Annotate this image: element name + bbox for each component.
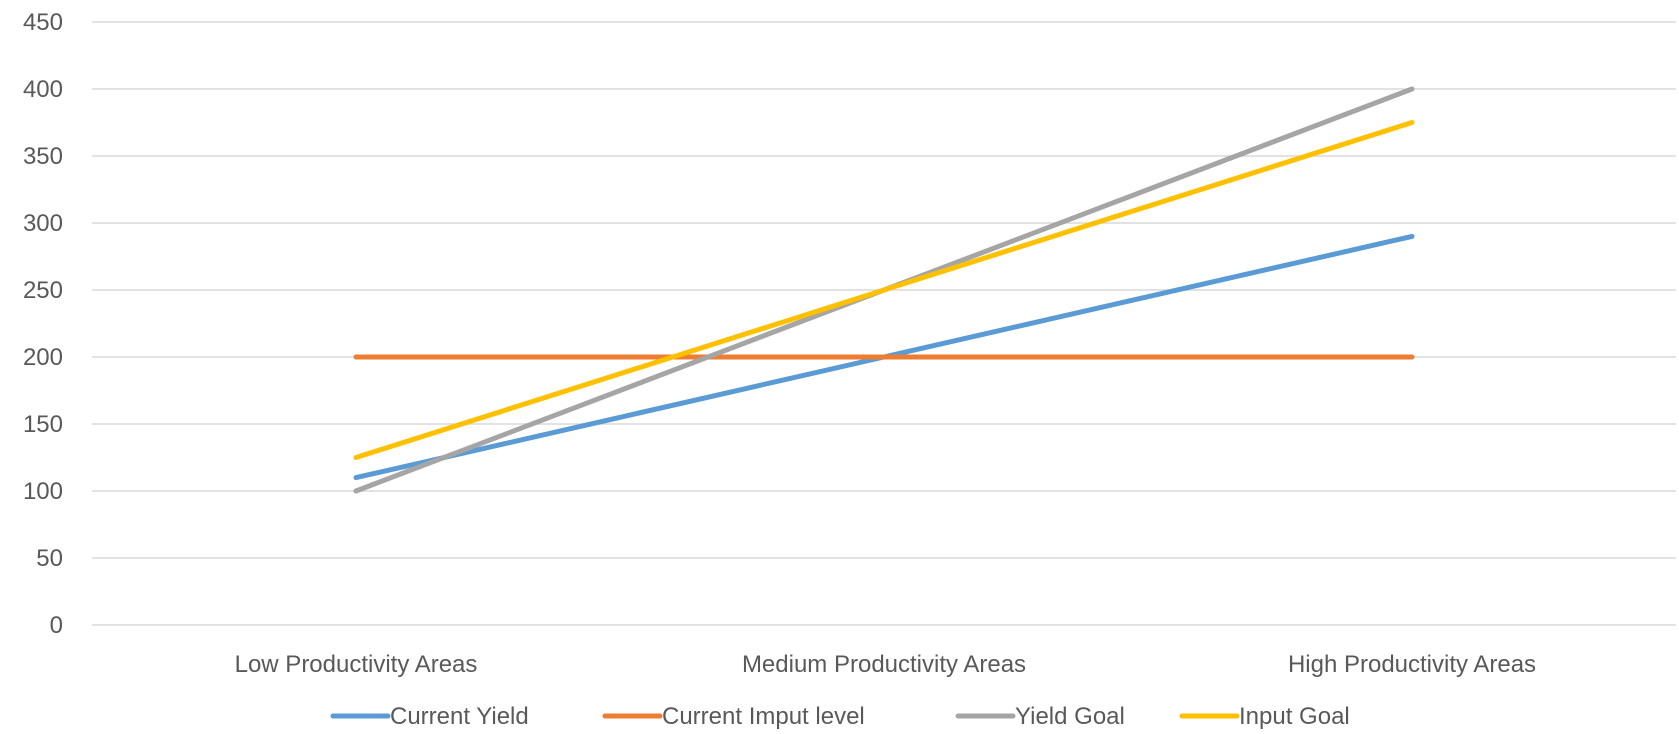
series-line-input-goal — [353, 120, 1415, 460]
y-tick-label: 0 — [50, 612, 63, 639]
legend-item: Current Imput level — [602, 703, 865, 730]
y-tick-label: 50 — [36, 545, 63, 572]
y-tick-label: 450 — [23, 9, 63, 36]
gridlines — [92, 21, 1676, 626]
x-tick-label: Medium Productivity Areas — [742, 651, 1026, 678]
legend-item: Current Yield — [330, 703, 529, 730]
y-tick-label: 400 — [23, 76, 63, 103]
legend-label: Input Goal — [1239, 703, 1350, 730]
legend: Current Yield Current Imput level Yield Go… — [330, 703, 1350, 730]
series-lines — [353, 86, 1415, 494]
legend-item: Yield Goal — [955, 703, 1125, 730]
y-tick-label: 250 — [23, 277, 63, 304]
y-tick-label: 200 — [23, 344, 63, 371]
y-tick-label: 300 — [23, 210, 63, 237]
y-tick-label: 100 — [23, 478, 63, 505]
x-tick-label: High Productivity Areas — [1288, 651, 1536, 678]
legend-label: Yield Goal — [1015, 703, 1125, 730]
legend-item: Input Goal — [1179, 703, 1350, 730]
legend-label: Current Imput level — [662, 703, 865, 730]
legend-label: Current Yield — [390, 703, 529, 730]
x-axis-ticks: Low Productivity Areas Medium Productivit… — [235, 651, 1536, 678]
y-tick-label: 350 — [23, 143, 63, 170]
y-axis-ticks: 0 50 100 150 200 250 300 350 400 450 — [23, 9, 63, 639]
y-tick-label: 150 — [23, 411, 63, 438]
x-tick-label: Low Productivity Areas — [235, 651, 478, 678]
